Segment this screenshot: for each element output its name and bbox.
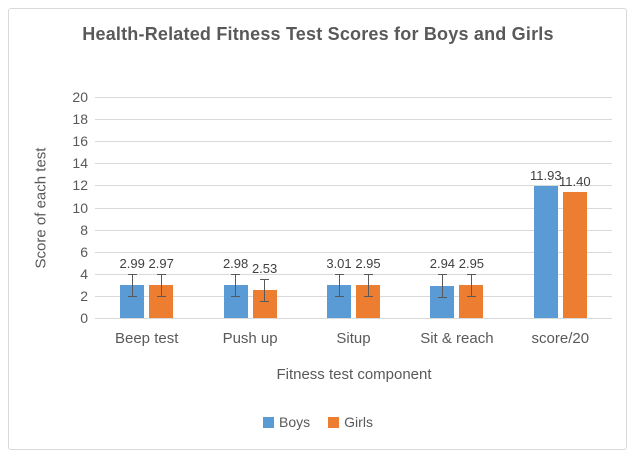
error-bar-cap-bottom — [334, 295, 344, 297]
error-bar-cap-bottom — [260, 301, 270, 303]
gridline — [95, 273, 612, 275]
gridline — [95, 295, 612, 297]
gridline — [95, 163, 612, 165]
bar-girls-4 — [562, 192, 587, 318]
data-label: 2.53 — [251, 260, 278, 276]
error-bar-cap-top — [334, 273, 344, 275]
error-bar — [338, 273, 340, 296]
error-bar-cap-top — [466, 274, 476, 276]
legend-swatch-boys — [263, 416, 275, 428]
y-tick-label: 8 — [80, 221, 88, 238]
data-label: 2.99 — [119, 255, 145, 271]
data-label: 3.01 — [326, 255, 352, 271]
gridline — [95, 119, 612, 121]
chart-title: Health-Related Fitness Test Scores for B… — [82, 24, 554, 44]
error-bar-cap-bottom — [127, 296, 137, 297]
error-bar-cap-bottom — [156, 296, 166, 298]
data-label: 2.95 — [355, 256, 381, 272]
error-bar-cap-top — [363, 274, 373, 276]
legend-label: Girls — [344, 414, 373, 430]
category-label: Sit & reach — [420, 330, 494, 347]
gridline — [95, 251, 612, 253]
error-bar-cap-top — [260, 278, 270, 280]
gridline — [95, 207, 612, 209]
error-bar — [441, 274, 443, 297]
error-bar — [470, 274, 472, 297]
category-label: Situp — [336, 330, 371, 347]
y-tick-label: 12 — [72, 177, 88, 194]
data-label: 11.93 — [530, 168, 562, 184]
y-tick-label: 0 — [80, 310, 88, 326]
data-label: 2.98 — [222, 256, 249, 272]
y-axis-title: Score of each test — [32, 147, 50, 269]
y-tick-label: 6 — [80, 243, 88, 260]
error-bar-cap-bottom — [231, 296, 241, 298]
y-tick-label: 16 — [72, 133, 88, 150]
legend-label: Boys — [279, 414, 311, 430]
error-bar-cap-top — [231, 274, 241, 276]
gridline — [95, 229, 612, 231]
data-label: 2.95 — [458, 256, 485, 272]
error-bar-cap-top — [127, 273, 137, 275]
y-tick-label: 20 — [72, 89, 88, 105]
legend-item-boys: Boys — [263, 414, 310, 430]
error-bar-cap-bottom — [437, 296, 447, 298]
error-bar — [367, 274, 369, 297]
error-bar — [160, 274, 162, 297]
category-label: Push up — [222, 330, 278, 347]
gridline — [95, 141, 612, 143]
error-bar — [235, 274, 237, 297]
legend-swatch-girls — [328, 416, 340, 428]
error-bar — [264, 278, 266, 302]
data-label: 11.40 — [559, 174, 591, 190]
legend: Boys Girls — [0, 414, 636, 430]
data-label: 2.97 — [148, 256, 174, 272]
bar-boys-4 — [533, 186, 558, 318]
category-label: Beep test — [114, 330, 179, 347]
error-bar-cap-bottom — [466, 296, 476, 298]
error-bar-cap-top — [437, 274, 447, 276]
gridline — [95, 185, 612, 187]
y-tick-label: 18 — [72, 111, 88, 128]
y-tick-label: 10 — [72, 199, 88, 216]
legend-item-girls: Girls — [328, 414, 373, 430]
y-tick-label: 14 — [72, 155, 88, 172]
data-label: 2.94 — [429, 256, 456, 272]
y-tick-label: 4 — [80, 265, 88, 282]
error-bar-cap-bottom — [363, 296, 373, 298]
gridline — [95, 97, 612, 98]
y-tick-label: 2 — [80, 287, 88, 304]
error-bar-cap-top — [156, 274, 166, 276]
error-bar — [131, 273, 133, 296]
x-axis-title: Fitness test component — [276, 366, 432, 383]
gridline — [95, 318, 612, 319]
category-label: score/20 — [531, 330, 590, 347]
